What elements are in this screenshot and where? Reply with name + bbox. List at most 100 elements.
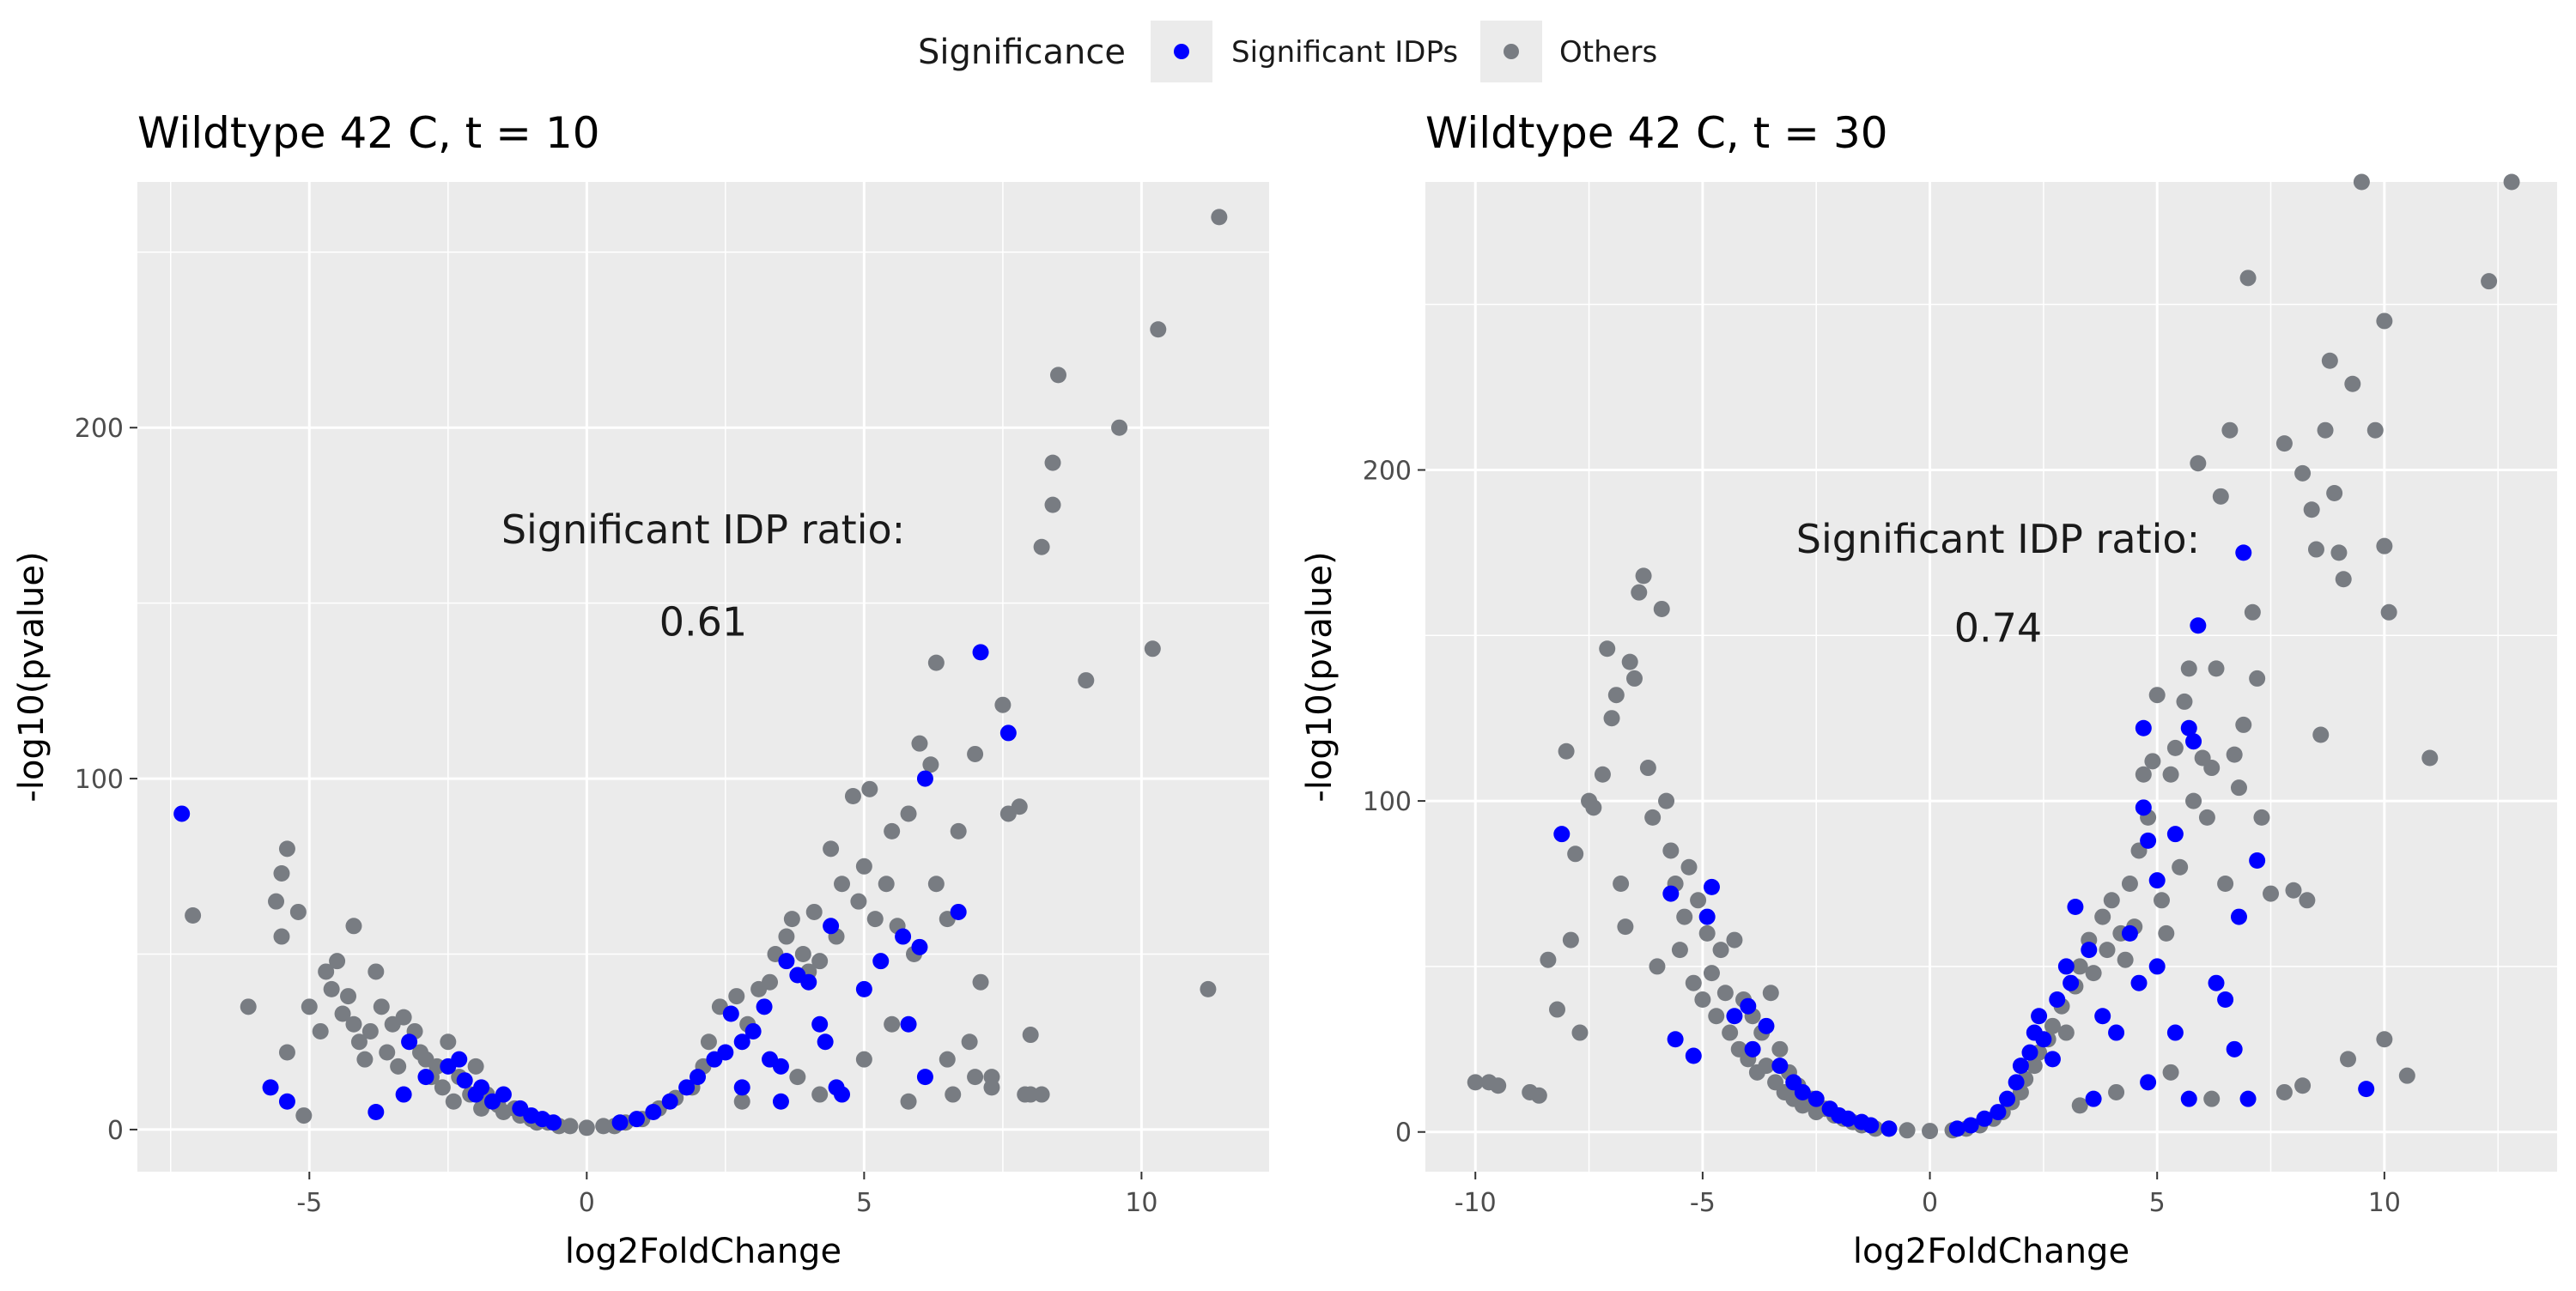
point-significant bbox=[2166, 826, 2184, 843]
point-others bbox=[2212, 488, 2229, 505]
x-tick-label: -10 bbox=[1455, 1188, 1497, 1218]
point-significant bbox=[895, 928, 912, 945]
legend: Significance Significant IDPs Others bbox=[918, 21, 1657, 82]
point-significant bbox=[1744, 1040, 1761, 1058]
point-significant bbox=[1703, 878, 1720, 895]
point-significant bbox=[1862, 1117, 1880, 1134]
point-others bbox=[1558, 742, 1575, 760]
point-significant bbox=[2148, 958, 2166, 975]
point-others bbox=[2307, 541, 2324, 558]
point-others bbox=[1671, 942, 1688, 959]
point-others bbox=[922, 756, 939, 773]
point-significant bbox=[1726, 1008, 1743, 1025]
point-others bbox=[2203, 760, 2221, 777]
series-significant-idps bbox=[1553, 544, 2375, 1137]
point-others bbox=[2185, 792, 2202, 809]
point-others bbox=[994, 696, 1012, 713]
point-significant bbox=[173, 805, 191, 822]
point-significant bbox=[2094, 1008, 2111, 1025]
point-significant bbox=[733, 1079, 750, 1096]
point-significant bbox=[1990, 1104, 2007, 1121]
point-others bbox=[1639, 760, 1656, 777]
point-others bbox=[2353, 173, 2370, 191]
point-others bbox=[1644, 809, 1662, 826]
point-others bbox=[1562, 931, 1579, 949]
point-others bbox=[2244, 603, 2261, 621]
panel-title: Wildtype 42 C, t = 30 bbox=[1425, 108, 1888, 158]
point-others bbox=[805, 903, 823, 920]
point-significant bbox=[2130, 974, 2148, 991]
point-significant bbox=[2121, 924, 2138, 942]
point-significant bbox=[611, 1114, 629, 1131]
point-others bbox=[783, 911, 800, 928]
point-significant bbox=[2108, 1024, 2125, 1041]
point-others bbox=[2162, 1064, 2179, 1081]
point-others bbox=[2226, 746, 2243, 763]
point-others bbox=[445, 1093, 462, 1110]
point-others bbox=[2166, 739, 2184, 756]
point-significant bbox=[1794, 1083, 1811, 1100]
point-significant bbox=[2230, 908, 2247, 925]
point-others bbox=[1762, 985, 1779, 1002]
point-others bbox=[340, 988, 357, 1005]
point-others bbox=[2217, 876, 2234, 893]
point-others bbox=[850, 893, 867, 910]
point-others bbox=[1708, 1008, 1725, 1025]
point-others bbox=[2303, 501, 2320, 518]
point-others bbox=[2230, 779, 2247, 797]
point-others bbox=[1726, 931, 1743, 949]
point-significant bbox=[1962, 1117, 1979, 1134]
point-others bbox=[1607, 687, 1625, 704]
point-significant bbox=[473, 1079, 490, 1096]
point-others bbox=[2398, 1067, 2415, 1084]
point-significant bbox=[2235, 544, 2252, 561]
point-significant bbox=[800, 973, 817, 991]
point-others bbox=[434, 1079, 451, 1096]
point-significant bbox=[368, 1103, 385, 1120]
point-others bbox=[2208, 660, 2225, 677]
legend-title: Significance bbox=[918, 33, 1126, 72]
point-others bbox=[2503, 173, 2520, 191]
annotation-ratio-value: 0.61 bbox=[659, 599, 747, 646]
point-significant bbox=[395, 1086, 412, 1103]
point-others bbox=[1111, 419, 1128, 436]
point-significant bbox=[417, 1069, 434, 1086]
point-others bbox=[1044, 454, 1061, 471]
point-others bbox=[2094, 908, 2111, 925]
point-significant bbox=[717, 1044, 734, 1061]
point-others bbox=[1758, 1058, 1775, 1075]
point-others bbox=[2085, 965, 2102, 982]
point-others bbox=[356, 1051, 374, 1068]
point-significant bbox=[2035, 1031, 2052, 1048]
point-others bbox=[2144, 753, 2161, 770]
point-others bbox=[1150, 321, 1167, 338]
x-tick-label: 5 bbox=[2149, 1188, 2166, 1218]
point-others bbox=[334, 1005, 351, 1022]
point-others bbox=[1613, 876, 1630, 893]
point-others bbox=[2239, 270, 2257, 287]
point-others bbox=[2172, 858, 2189, 876]
point-others bbox=[2044, 1017, 2061, 1034]
point-significant bbox=[772, 1093, 789, 1110]
point-significant bbox=[690, 1069, 707, 1086]
point-others bbox=[2253, 809, 2270, 826]
point-others bbox=[1571, 1024, 1589, 1041]
point-significant bbox=[2049, 991, 2066, 1008]
point-significant bbox=[2135, 799, 2152, 816]
point-others bbox=[2026, 1058, 2043, 1075]
point-significant bbox=[2190, 617, 2207, 634]
panel-title: Wildtype 42 C, t = 10 bbox=[137, 108, 600, 158]
point-significant bbox=[2185, 733, 2202, 750]
point-others bbox=[794, 946, 811, 963]
point-others bbox=[2312, 726, 2330, 743]
point-significant bbox=[1553, 826, 1571, 843]
point-others bbox=[855, 1051, 872, 1068]
point-significant bbox=[733, 1033, 750, 1051]
point-others bbox=[2235, 716, 2252, 733]
point-significant bbox=[2140, 1074, 2157, 1091]
point-others bbox=[811, 1086, 829, 1103]
point-others bbox=[811, 953, 829, 970]
point-others bbox=[911, 735, 928, 752]
